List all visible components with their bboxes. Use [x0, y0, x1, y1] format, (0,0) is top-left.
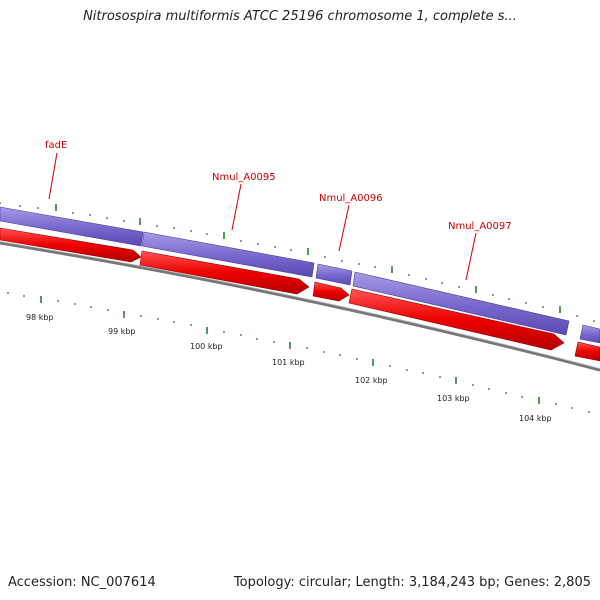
gene-label-fadE: fadE	[45, 140, 67, 151]
gene-band-segment	[579, 324, 600, 344]
gene-label-Nmul_A0097: Nmul_A0097	[448, 221, 512, 232]
Nmul_A0097-leader-line	[465, 232, 477, 281]
Nmul_A0095-leader-line	[231, 183, 242, 231]
scale-label: 99 kbp	[108, 327, 136, 336]
cds-arrow	[0, 227, 142, 263]
gene-label-leaders	[48, 152, 477, 281]
gene-label-Nmul_A0095: Nmul_A0095	[212, 172, 276, 183]
scale-labels: 98 kbp 99 kbp 100 kbp 101 kbp 102 kbp 10…	[26, 313, 552, 423]
scale-label: 100 kbp	[190, 342, 223, 351]
cds-arrow	[348, 288, 565, 351]
cds-arrow	[139, 250, 310, 295]
gene-label-Nmul_A0096: Nmul_A0096	[319, 193, 383, 204]
fadE-leader-line	[48, 152, 58, 200]
gene-band-segment	[315, 263, 353, 286]
gene-band-segment	[352, 271, 570, 336]
gene-band-track	[0, 206, 600, 344]
cds-arrow	[312, 281, 350, 302]
gene-labels: fadE Nmul_A0095 Nmul_A0096 Nmul_A0097	[45, 140, 512, 232]
gene-band-segment	[0, 206, 144, 247]
chromosome-backbone	[0, 241, 600, 372]
outer-tick-track	[0, 202, 595, 322]
accession-text: Accession: NC_007614	[8, 575, 156, 590]
Nmul_A0096-leader-line	[338, 204, 350, 252]
scale-label: 102 kbp	[355, 376, 388, 385]
gene-band-segment	[141, 231, 315, 278]
map-title: Nitrosospira multiformis ATCC 25196 chro…	[83, 9, 517, 24]
scale-label: 103 kbp	[437, 394, 470, 403]
scale-label: 98 kbp	[26, 313, 54, 322]
cds-arrow-track	[0, 227, 600, 362]
scale-label: 104 kbp	[519, 414, 552, 423]
cds-arrow	[574, 341, 600, 362]
scale-tick-track	[7, 292, 590, 413]
scale-label: 101 kbp	[272, 358, 305, 367]
topology-summary-text: Topology: circular; Length: 3,184,243 bp…	[233, 575, 591, 590]
